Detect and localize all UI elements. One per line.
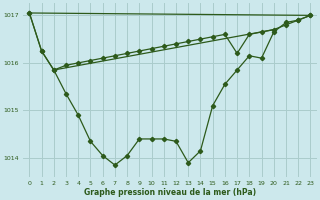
X-axis label: Graphe pression niveau de la mer (hPa): Graphe pression niveau de la mer (hPa) xyxy=(84,188,256,197)
